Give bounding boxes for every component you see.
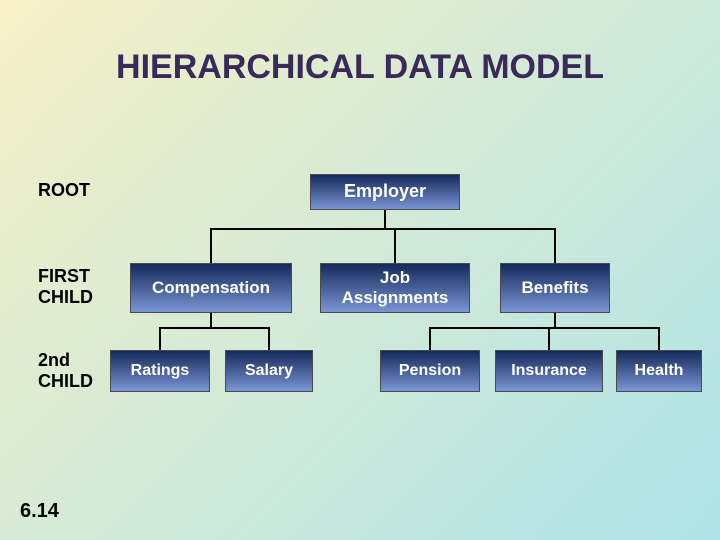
slide-title: HIERARCHICAL DATA MODEL — [0, 48, 720, 87]
connector-line — [548, 327, 550, 350]
slide-number: 6.14 — [20, 500, 59, 523]
connector-line — [159, 327, 161, 350]
connector-line — [394, 228, 396, 263]
connector-line — [384, 210, 386, 228]
connector-line — [210, 313, 212, 327]
node-pension: Pension — [380, 350, 480, 392]
node-compensation: Compensation — [130, 263, 292, 313]
connector-line — [658, 327, 660, 350]
label-first-child: FIRSTCHILD — [38, 266, 93, 308]
connector-line — [210, 228, 212, 263]
connector-line — [211, 228, 555, 230]
node-salary: Salary — [225, 350, 313, 392]
node-benefits: Benefits — [500, 263, 610, 313]
connector-line — [160, 327, 269, 329]
connector-line — [429, 327, 431, 350]
node-health: Health — [616, 350, 702, 392]
node-employer: Employer — [310, 174, 460, 210]
node-job-assignments: JobAssignments — [320, 263, 470, 313]
label-root: ROOT — [38, 180, 90, 201]
connector-line — [268, 327, 270, 350]
connector-line — [554, 228, 556, 263]
node-ratings: Ratings — [110, 350, 210, 392]
label-second-child: 2ndCHILD — [38, 350, 93, 392]
node-insurance: Insurance — [495, 350, 603, 392]
connector-line — [554, 313, 556, 327]
connector-line — [430, 327, 659, 329]
